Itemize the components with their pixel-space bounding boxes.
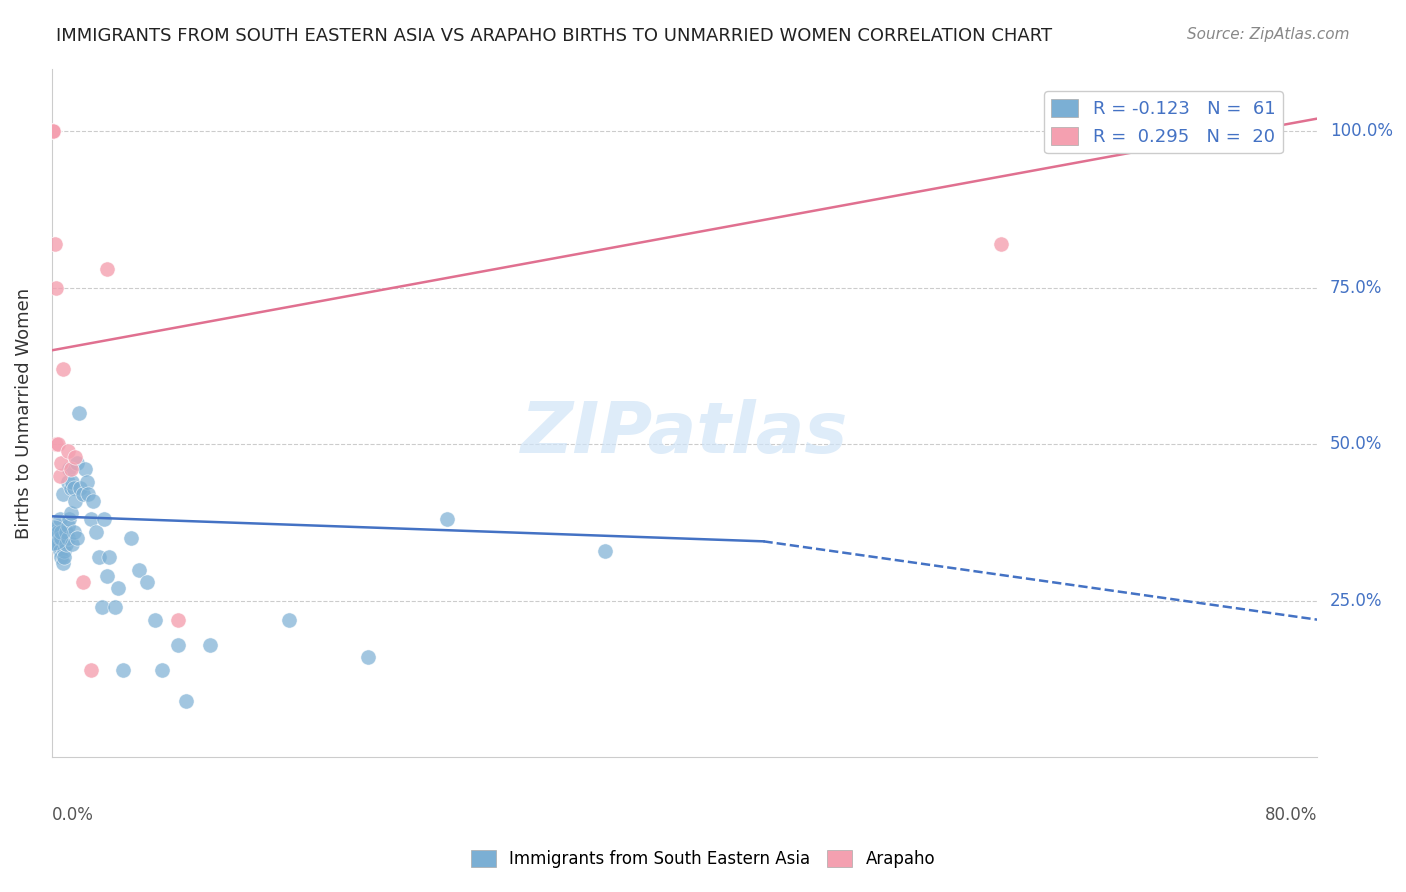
Text: Source: ZipAtlas.com: Source: ZipAtlas.com xyxy=(1187,27,1350,42)
Point xyxy=(42,124,65,138)
Point xyxy=(66,531,89,545)
Point xyxy=(89,549,111,564)
Point xyxy=(46,518,69,533)
Point xyxy=(42,124,65,138)
Point xyxy=(111,663,134,677)
Point xyxy=(990,236,1012,251)
Point xyxy=(55,537,77,551)
Point xyxy=(52,556,75,570)
Point xyxy=(45,437,67,451)
Point xyxy=(45,537,67,551)
Point xyxy=(167,613,190,627)
Point xyxy=(55,524,77,539)
Point xyxy=(51,531,73,545)
Point xyxy=(48,468,70,483)
Point xyxy=(80,663,103,677)
Point xyxy=(436,512,458,526)
Point xyxy=(96,261,118,276)
Point xyxy=(45,537,67,551)
Point xyxy=(595,543,617,558)
Text: IMMIGRANTS FROM SOUTH EASTERN ASIA VS ARAPAHO BIRTHS TO UNMARRIED WOMEN CORRELAT: IMMIGRANTS FROM SOUTH EASTERN ASIA VS AR… xyxy=(56,27,1052,45)
Point xyxy=(66,456,89,470)
Point xyxy=(56,475,79,489)
Legend: R = -0.123   N =  61, R =  0.295   N =  20: R = -0.123 N = 61, R = 0.295 N = 20 xyxy=(1045,91,1282,153)
Point xyxy=(63,481,86,495)
Point xyxy=(44,531,66,545)
Point xyxy=(65,450,87,464)
Text: 75.0%: 75.0% xyxy=(1330,278,1382,297)
Point xyxy=(56,518,79,533)
Point xyxy=(48,512,70,526)
Text: 50.0%: 50.0% xyxy=(1330,435,1382,453)
Point xyxy=(152,663,174,677)
Point xyxy=(59,462,82,476)
Point xyxy=(135,575,157,590)
Point xyxy=(51,549,73,564)
Point xyxy=(51,524,73,539)
Text: 25.0%: 25.0% xyxy=(1330,591,1382,610)
Point xyxy=(48,531,70,545)
Point xyxy=(80,512,103,526)
Point xyxy=(82,493,104,508)
Point xyxy=(72,575,94,590)
Point xyxy=(48,543,70,558)
Point xyxy=(198,638,221,652)
Point xyxy=(58,462,80,476)
Y-axis label: Births to Unmarried Women: Births to Unmarried Women xyxy=(15,287,32,539)
Text: 0.0%: 0.0% xyxy=(52,805,94,823)
Point xyxy=(67,406,90,420)
Point xyxy=(73,462,96,476)
Point xyxy=(44,236,66,251)
Point xyxy=(357,650,380,665)
Point xyxy=(69,481,91,495)
Point xyxy=(143,613,166,627)
Point xyxy=(97,549,120,564)
Point xyxy=(53,543,76,558)
Point xyxy=(91,600,114,615)
Point xyxy=(42,124,65,138)
Text: 80.0%: 80.0% xyxy=(1265,805,1317,823)
Point xyxy=(63,524,86,539)
Point xyxy=(41,528,63,542)
Point xyxy=(56,531,79,545)
Point xyxy=(278,613,301,627)
Point xyxy=(167,638,190,652)
Point xyxy=(76,475,98,489)
Point xyxy=(46,437,69,451)
Text: ZIPatlas: ZIPatlas xyxy=(520,399,848,468)
Point xyxy=(65,493,87,508)
Legend: Immigrants from South Eastern Asia, Arapaho: Immigrants from South Eastern Asia, Arap… xyxy=(464,843,942,875)
Point xyxy=(1069,124,1091,138)
Point xyxy=(93,512,115,526)
Point xyxy=(56,443,79,458)
Point xyxy=(60,475,83,489)
Point xyxy=(84,524,107,539)
Point xyxy=(59,506,82,520)
Point xyxy=(104,600,127,615)
Point xyxy=(107,582,129,596)
Point xyxy=(52,362,75,376)
Point xyxy=(52,487,75,501)
Point xyxy=(51,456,73,470)
Point xyxy=(46,524,69,539)
Point xyxy=(53,549,76,564)
Text: 100.0%: 100.0% xyxy=(1330,122,1393,140)
Point xyxy=(174,694,197,708)
Point xyxy=(96,569,118,583)
Point xyxy=(120,531,142,545)
Point xyxy=(45,281,67,295)
Point xyxy=(128,562,150,576)
Point xyxy=(72,487,94,501)
Point xyxy=(41,124,63,138)
Point xyxy=(59,481,82,495)
Point xyxy=(42,524,65,539)
Point xyxy=(77,487,100,501)
Point xyxy=(60,537,83,551)
Point xyxy=(58,512,80,526)
